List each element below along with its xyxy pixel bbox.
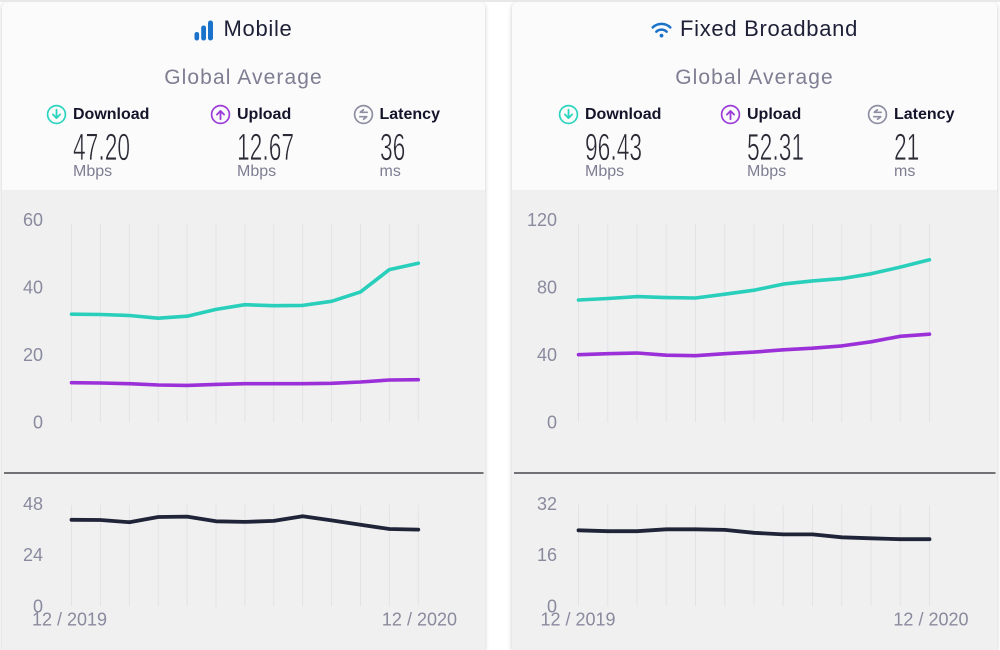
svg-text:16: 16 xyxy=(537,545,557,565)
svg-text:0: 0 xyxy=(33,413,43,433)
svg-text:12 / 2020: 12 / 2020 xyxy=(382,610,457,630)
svg-text:120: 120 xyxy=(527,210,557,230)
svg-text:32: 32 xyxy=(537,494,557,514)
svg-text:0: 0 xyxy=(33,597,43,617)
svg-text:60: 60 xyxy=(23,210,43,230)
svg-text:12 / 2019: 12 / 2019 xyxy=(32,610,107,630)
svg-text:12 / 2019: 12 / 2019 xyxy=(541,610,616,630)
svg-text:0: 0 xyxy=(547,597,557,617)
svg-text:80: 80 xyxy=(537,278,557,298)
svg-text:40: 40 xyxy=(23,278,43,298)
svg-text:12 / 2020: 12 / 2020 xyxy=(893,610,968,630)
svg-text:20: 20 xyxy=(23,345,43,365)
svg-text:24: 24 xyxy=(23,545,43,565)
svg-text:0: 0 xyxy=(547,413,557,433)
svg-text:48: 48 xyxy=(23,494,43,514)
svg-text:40: 40 xyxy=(537,345,557,365)
